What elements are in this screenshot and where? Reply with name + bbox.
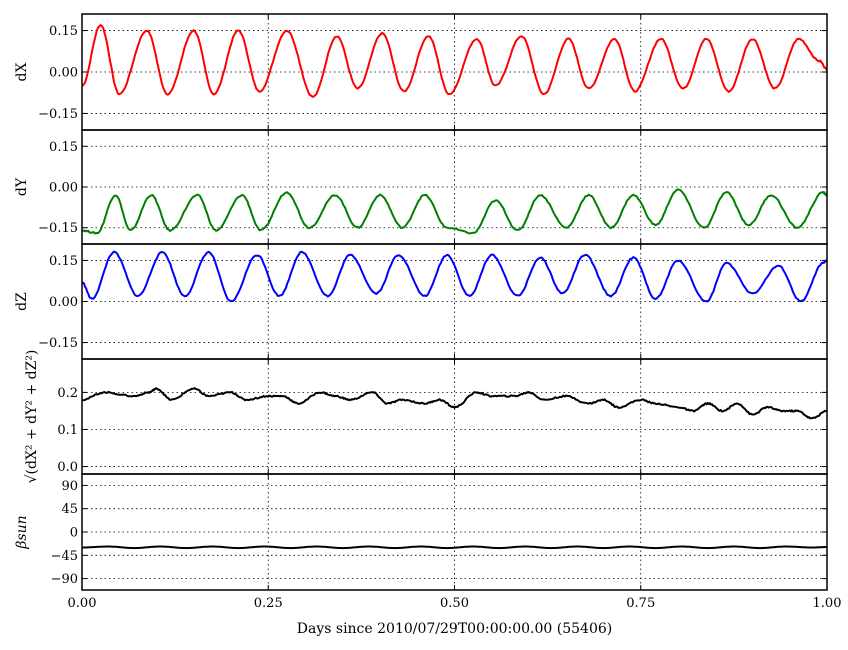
y-tick-label: −0.15 <box>38 336 78 351</box>
series-line-dz <box>82 250 827 303</box>
y-tick-label: −45 <box>51 549 78 564</box>
x-tick-label: 0.50 <box>440 596 469 611</box>
x-axis-label: Days since 2010/07/29T00:00:00.00 (55406… <box>297 621 612 637</box>
panel-frame <box>81 129 828 245</box>
y-tick-label: 0.00 <box>49 181 78 196</box>
panel-frame <box>81 358 828 475</box>
y-tick-label: 45 <box>61 502 78 517</box>
panel-frame <box>81 473 828 591</box>
y-axis-label: βsun <box>14 515 30 549</box>
y-tick-label: −0.15 <box>38 221 78 236</box>
panel-dz: −0.15 0.00 0.15 dZ <box>14 243 828 360</box>
y-tick-label: 0.2 <box>57 386 78 401</box>
y-tick-label: 0.00 <box>49 66 78 81</box>
y-tick-label: 0.15 <box>49 140 78 155</box>
panel-dy: −0.15 0.00 0.15 dY <box>14 129 828 245</box>
y-axis-label: dY <box>14 177 30 196</box>
y-axis-label: dZ <box>14 292 30 311</box>
y-axis-label: √(dX² + dY² + dZ²) <box>24 350 40 484</box>
y-tick-label: 0.15 <box>49 254 78 269</box>
y-axis-label: dX <box>14 63 30 82</box>
series-line-dy <box>82 188 827 235</box>
y-tick-label: 0.15 <box>49 24 78 39</box>
x-tick-label: 0.25 <box>254 596 283 611</box>
panel-norm: 0.0 0.1 0.2 √(dX² + dY² + dZ²) <box>24 350 828 484</box>
y-tick-label: −0.15 <box>38 107 78 122</box>
series-line-dx <box>82 24 827 98</box>
y-tick-label: 0 <box>70 526 78 541</box>
x-tick-label: 0.75 <box>626 596 655 611</box>
x-tick-label: 1.00 <box>813 596 842 611</box>
series-line-norm <box>82 387 827 420</box>
panel-frame <box>81 243 828 360</box>
panel-beta: −90 −45 0 45 90 βsun <box>14 473 828 591</box>
panel-dx: −0.15 0.00 0.15 dX <box>14 13 828 131</box>
y-tick-label: 0.0 <box>57 460 78 475</box>
y-tick-label: 0.1 <box>57 423 78 438</box>
y-tick-label: 90 <box>61 479 78 494</box>
y-tick-label: 0.00 <box>49 295 78 310</box>
series-line-beta <box>82 545 827 550</box>
x-tick-label: 0.00 <box>68 596 97 611</box>
chart-panels: −0.150.000.15dX−0.150.000.15dY−0.150.000… <box>14 13 842 611</box>
y-tick-label: −90 <box>51 572 78 587</box>
